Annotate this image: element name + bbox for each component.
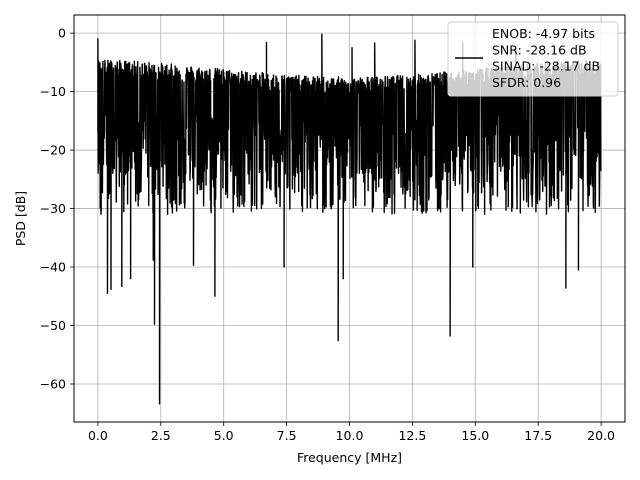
- x-axis-label: Frequency [MHz]: [297, 450, 402, 465]
- x-tick-label: 0.0: [88, 428, 108, 443]
- legend-entry-line: ENOB: -4.97 bits: [492, 26, 595, 41]
- x-tick-label: 15.0: [461, 428, 489, 443]
- x-tick-label: 12.5: [398, 428, 426, 443]
- y-tick-label: −50: [40, 318, 66, 333]
- y-tick-label: 0: [58, 26, 66, 41]
- y-axis-label: PSD [dB]: [13, 191, 28, 246]
- x-axis-ticks: 0.0 2.5 5.0 7.5 10.0 12.5 15.0 17.5 20.0: [88, 422, 615, 443]
- x-tick-label: 10.0: [336, 428, 364, 443]
- x-tick-label: 2.5: [151, 428, 171, 443]
- y-tick-label: −10: [40, 84, 66, 99]
- psd-series-line: [97, 33, 602, 405]
- legend-box: [447, 21, 619, 97]
- y-tick-label: −30: [40, 201, 66, 216]
- y-tick-label: −60: [40, 376, 66, 391]
- y-axis-ticks: 0 −10 −20 −30 −40 −50 −60: [40, 26, 74, 391]
- legend-entry-line: SINAD: -28.17 dB: [492, 59, 600, 74]
- y-tick-label: −20: [40, 143, 66, 158]
- x-tick-label: 17.5: [524, 428, 552, 443]
- plot-area: [97, 33, 602, 405]
- legend-entry-line: SFDR: 0.96: [492, 75, 561, 90]
- legend-entry-line: SNR: -28.16 dB: [492, 42, 587, 57]
- x-tick-label: 5.0: [214, 428, 234, 443]
- x-tick-label: 20.0: [587, 428, 615, 443]
- x-tick-label: 7.5: [277, 428, 297, 443]
- y-tick-label: −40: [40, 260, 66, 275]
